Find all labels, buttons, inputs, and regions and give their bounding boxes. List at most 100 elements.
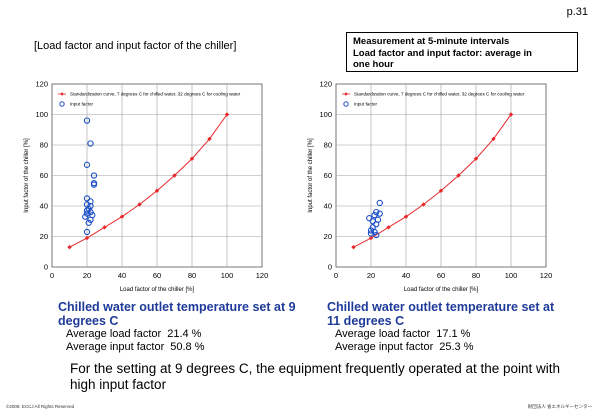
- curve-point: [224, 112, 230, 117]
- x-axis-label: Load factor of the chiller [%]: [404, 287, 479, 293]
- input-factor-point: [83, 195, 91, 202]
- legend-points-swatch: [59, 101, 65, 107]
- y-tick-label: 0: [328, 263, 332, 272]
- input-factor-point: [87, 140, 94, 147]
- input-factor-point: [373, 221, 380, 228]
- slide-title: [Load factor and input factor of the chi…: [34, 40, 237, 52]
- x-tick-label: 20: [367, 271, 375, 280]
- x-tick-label: 40: [118, 271, 126, 280]
- curve-point: [473, 156, 479, 161]
- note-line: one hour: [353, 59, 394, 70]
- average-input-factor: Average input factor 25.3 %: [335, 341, 567, 354]
- panel-info-11-degrees: Chilled water outlet temperature set at …: [327, 300, 567, 354]
- stat-label: Average load factor: [335, 328, 431, 340]
- legend-curve-swatch: [60, 92, 64, 96]
- y-tick-label: 100: [319, 110, 332, 119]
- legend-points-label: Input factor: [70, 102, 93, 107]
- conclusion-text: For the setting at 9 degrees C, the equi…: [70, 361, 561, 392]
- curve-point: [351, 244, 356, 250]
- y-tick-label: 120: [319, 80, 332, 89]
- input-factor-point: [83, 117, 91, 124]
- x-tick-label: 80: [188, 271, 196, 280]
- stat-value: 17.1 %: [436, 328, 471, 340]
- y-tick-label: 80: [324, 141, 332, 150]
- input-factor-point: [87, 198, 94, 205]
- average-load-factor: Average load factor 17.1 %: [335, 328, 567, 341]
- curve-point: [172, 173, 177, 178]
- y-tick-label: 20: [324, 232, 332, 241]
- curve-point: [508, 112, 514, 117]
- input-factor-point: [83, 207, 91, 214]
- x-tick-label: 120: [540, 271, 553, 280]
- curve-point: [119, 214, 125, 219]
- organization-logo-text: 財団法人 省エネルギーセンター: [527, 404, 592, 409]
- measurement-note-box: Measurement at 5-minute intervals Load f…: [346, 32, 578, 72]
- x-tick-label: 0: [50, 271, 54, 280]
- input-factor-point: [90, 172, 98, 179]
- input-factor-point: [83, 228, 91, 236]
- curve-point: [368, 235, 374, 241]
- legend-points-swatch: [343, 101, 349, 107]
- stat-label: Average load factor: [66, 328, 162, 340]
- y-tick-label: 40: [324, 202, 332, 211]
- input-factor-point: [87, 202, 94, 210]
- x-tick-label: 40: [402, 271, 410, 280]
- standardization-curve-line: [353, 114, 512, 248]
- input-factor-point: [371, 211, 378, 219]
- input-factor-point: [373, 208, 380, 216]
- stat-value: 50.8 %: [170, 341, 205, 353]
- panel-heading: Chilled water outlet temperature set at …: [58, 300, 296, 328]
- y-tick-label: 60: [40, 171, 48, 180]
- curve-point: [207, 136, 212, 142]
- stat-value: 21.4 %: [167, 328, 202, 340]
- curve-point: [421, 202, 426, 207]
- y-tick-label: 20: [40, 232, 48, 241]
- y-tick-label: 0: [44, 263, 48, 272]
- page-number: p.31: [566, 6, 588, 18]
- curve-point: [154, 188, 160, 193]
- input-factor-point: [87, 216, 94, 223]
- y-tick-label: 60: [324, 171, 332, 180]
- curve-point: [456, 173, 461, 178]
- y-tick-label: 120: [35, 80, 48, 89]
- copyright-text: ©2009. ECCJ All Rights Reserved: [6, 404, 75, 409]
- curve-point: [491, 136, 496, 142]
- input-factor-point: [90, 181, 98, 188]
- x-tick-label: 120: [256, 271, 269, 280]
- legend-curve-label: Standardization curve, 7 degrees C for c…: [70, 92, 241, 97]
- legend-curve-swatch: [344, 92, 348, 96]
- x-tick-label: 80: [472, 271, 480, 280]
- y-axis-label: Input factor of the chiller [%]: [308, 138, 314, 213]
- note-line: Measurement at 5-minute intervals: [353, 36, 510, 47]
- average-input-factor: Average input factor 50.8 %: [66, 341, 298, 354]
- legend-points-label: Input factor: [354, 102, 377, 107]
- curve-point: [102, 225, 107, 230]
- curve-point: [84, 235, 90, 241]
- input-factor-point: [366, 215, 373, 222]
- x-tick-label: 60: [437, 271, 445, 280]
- input-factor-point: [87, 208, 94, 216]
- input-factor-point: [83, 161, 91, 168]
- input-factor-point: [369, 218, 376, 225]
- panel-info-9-degrees: Chilled water outlet temperature set at …: [58, 300, 298, 354]
- y-tick-label: 100: [35, 110, 48, 119]
- input-factor-point: [371, 228, 378, 236]
- stat-value: 25.3 %: [439, 341, 474, 353]
- chart-11-degrees: 0 20 40 60 80 100 120 0 20 40 60 80 100 120 Load facto…: [308, 80, 553, 294]
- curve-point: [386, 225, 391, 230]
- curve-point: [438, 188, 444, 193]
- x-tick-label: 100: [221, 271, 234, 280]
- curve-point: [189, 156, 195, 161]
- legend-curve-label: Standardization curve, 7 degrees C for c…: [354, 92, 525, 97]
- y-tick-label: 80: [40, 141, 48, 150]
- input-factor-point: [85, 219, 92, 226]
- y-tick-label: 40: [40, 202, 48, 211]
- input-factor-point: [367, 230, 375, 237]
- standardization-curve-line: [69, 114, 228, 248]
- stat-label: Average input factor: [66, 341, 165, 353]
- x-tick-label: 60: [153, 271, 161, 280]
- y-axis-label: Input factor of the chiller [%]: [24, 138, 30, 213]
- input-factor-point: [82, 213, 89, 220]
- curve-point: [403, 214, 409, 219]
- input-factor-point: [85, 205, 92, 213]
